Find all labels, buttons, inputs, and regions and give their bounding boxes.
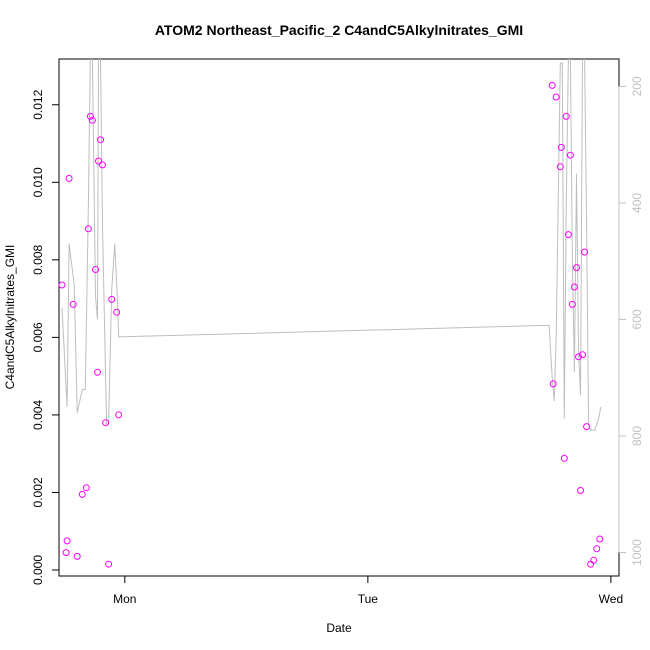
data-point [94,368,101,376]
plot-frame [58,58,620,577]
data-point [549,380,557,388]
data-point [583,423,591,431]
data-point [557,143,565,151]
x-axis-label: Date [326,621,352,635]
data-point [562,112,570,120]
x-tick-label: Mon [113,592,136,606]
y-tick-label: 0.012 [31,89,45,119]
data-point [58,281,66,289]
scatter-series [58,81,604,568]
data-point [78,490,86,498]
data-point [108,295,116,303]
y-axis: 0.000 0.002 0.004 0.006 0.008 0.010 0.012 [31,89,60,585]
data-point [590,556,598,564]
data-point [82,484,90,492]
data-point [587,560,595,568]
data-point [115,411,123,419]
data-point [593,545,601,553]
data-point [105,560,113,568]
data-point [73,552,81,560]
data-point [86,112,94,120]
data-point [113,308,121,316]
y-axis-label: C4andC5Alkylnitrates_GMI [3,245,17,390]
y2-tick-label: 200 [630,76,644,96]
y2-tick-label: 1000 [630,539,644,566]
y2-tick-label: 800 [630,426,644,446]
data-point [560,454,568,462]
data-point [552,93,560,101]
y-tick-label: 0.002 [31,477,45,507]
data-point [95,157,102,165]
data-point [596,535,604,543]
data-point [573,264,580,272]
y-tick-label: 0.010 [31,167,45,197]
data-point [63,537,71,545]
chart-title: ATOM2 Northeast_Pacific_2 C4andC5Alkylni… [155,22,523,38]
data-point [575,353,582,361]
data-point [564,231,572,239]
data-point [99,161,106,169]
data-point [62,549,70,557]
data-point [97,136,104,144]
data-point [579,351,586,359]
y-tick-label: 0.000 [31,555,45,585]
data-point [566,151,574,159]
y-tick-label: 0.004 [31,400,45,430]
x-tick-label: Wed [599,592,623,606]
x-axis: Mon Tue Wed [113,575,623,606]
data-point [570,283,578,291]
data-point [88,116,96,124]
y2-tick-label: 600 [630,309,644,329]
data-point [556,163,564,171]
y-tick-label: 0.008 [31,245,45,275]
secondary-y-axis: 200 400 600 800 1000 [618,76,644,566]
series-line [61,59,602,431]
data-point [65,174,73,182]
data-point [568,300,576,308]
data-point [69,300,77,308]
data-point [548,81,556,89]
line-series [61,59,602,431]
y-tick-label: 0.006 [31,322,45,352]
data-point [577,487,584,494]
data-point [102,419,110,427]
x-tick-label: Tue [358,592,379,606]
data-point [92,266,99,273]
data-point [581,248,589,256]
y2-tick-label: 400 [630,193,644,213]
data-point [84,225,92,233]
